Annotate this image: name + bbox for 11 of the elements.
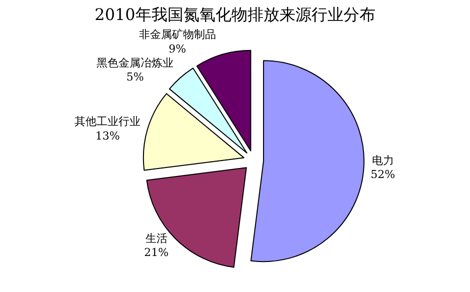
slice-label: 其他工业行业 [74, 114, 141, 128]
data-label: 9% [168, 42, 186, 56]
data-label: 21% [144, 246, 169, 260]
slice-label: 电力 [372, 154, 394, 167]
slice-label: 生活 [145, 232, 168, 245]
data-label: 5% [126, 70, 144, 84]
chart-title: 2010年我国氮氧化物排放来源行业分布 [94, 4, 376, 24]
data-label: 52% [370, 168, 396, 182]
data-label: 13% [95, 129, 120, 142]
slice-label: 非金属矿物制品 [138, 28, 216, 42]
slice-label: 黑色金属冶炼业 [96, 56, 174, 70]
